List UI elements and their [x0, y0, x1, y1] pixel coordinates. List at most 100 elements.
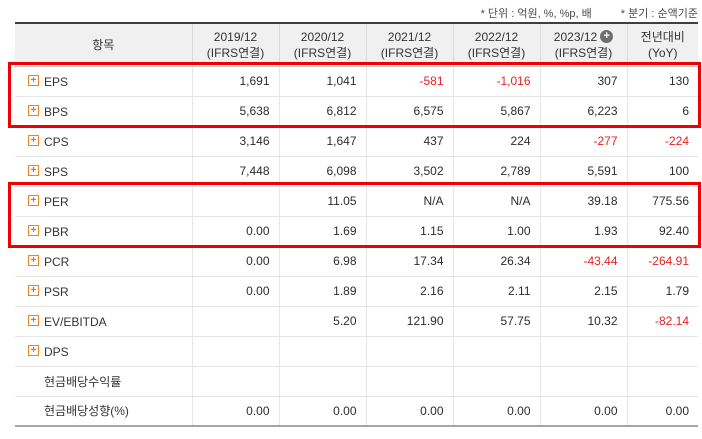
table-row: 현금배당수익률: [15, 366, 698, 397]
column-period-label: 2023/12: [553, 29, 598, 44]
expand-row-icon[interactable]: +: [28, 194, 39, 206]
value-cell: -581: [365, 66, 453, 97]
value-cell: 2.16: [365, 276, 453, 307]
period-basis-note: * 분기 : 순액기준: [620, 8, 698, 20]
table-row: + PER 11.05 N/A N/A 39.18 775.56: [15, 186, 698, 217]
row-label: 현금배당성향(%): [44, 404, 129, 419]
financial-ratio-table: 항목 2019/12 (IFRS연결) 2020/12 (IFRS연결) 2021/12…: [15, 22, 698, 427]
value-cell: 0.00: [278, 396, 366, 427]
column-basis-label: (IFRS연결): [206, 45, 265, 60]
value-cell: 130: [626, 66, 698, 97]
value-cell: [191, 186, 279, 217]
value-cell: [191, 336, 279, 367]
value-cell: 307: [539, 66, 627, 97]
value-cell: 1,647: [278, 126, 366, 157]
value-cell: -277: [539, 126, 627, 157]
value-cell: [365, 366, 453, 397]
value-cell: 6,223: [539, 96, 627, 127]
value-cell: 1.00: [452, 216, 540, 247]
value-cell: 0.00: [191, 246, 279, 277]
column-basis-label: (IFRS연결): [467, 45, 526, 60]
value-cell: 775.56: [626, 186, 698, 217]
row-label: DPS: [44, 344, 69, 359]
column-period-label: 2019/12: [213, 29, 258, 44]
value-cell: [626, 366, 698, 397]
value-cell: -82.14: [626, 306, 698, 337]
column-header-2023-12: 2023/12 + (IFRS연결): [539, 23, 627, 67]
column-period-label: 2022/12: [474, 29, 519, 44]
row-label: BPS: [44, 104, 69, 119]
row-label: PBR: [44, 224, 69, 239]
column-header-2022-12: 2022/12 (IFRS연결): [452, 23, 540, 67]
table-row: + CPS 3,146 1,647 437 224 -277 -224: [15, 126, 698, 157]
expand-row-icon[interactable]: +: [28, 224, 39, 236]
value-cell: 2,789: [452, 156, 540, 187]
value-cell: 5,591: [539, 156, 627, 187]
value-cell: 0.00: [539, 396, 627, 427]
row-label: SPS: [44, 164, 69, 179]
value-cell: 100: [626, 156, 698, 187]
expand-row-icon[interactable]: +: [28, 344, 39, 356]
expand-row-icon[interactable]: +: [28, 74, 39, 86]
column-period-label: 2020/12: [300, 29, 345, 44]
value-cell: 6: [626, 96, 698, 127]
column-header-2020-12: 2020/12 (IFRS연결): [278, 23, 366, 67]
value-cell: 0.00: [191, 276, 279, 307]
value-cell: [191, 306, 279, 337]
table-row: + PBR 0.00 1.69 1.15 1.00 1.93 92.40: [15, 216, 698, 247]
value-cell: 3,146: [191, 126, 279, 157]
column-header-2019-12: 2019/12 (IFRS연결): [191, 23, 279, 67]
value-cell: 1.79: [626, 276, 698, 307]
row-label-cell: + PSR: [15, 276, 192, 307]
value-cell: 6,098: [278, 156, 366, 187]
value-cell: 1.93: [539, 216, 627, 247]
value-cell: [539, 336, 627, 367]
table-row: + PCR 0.00 6.98 17.34 26.34 -43.44 -264.91: [15, 246, 698, 277]
value-cell: 11.05: [278, 186, 366, 217]
value-cell: 0.00: [365, 396, 453, 427]
value-cell: [365, 336, 453, 367]
column-header-2021-12: 2021/12 (IFRS연결): [365, 23, 453, 67]
table-header-row: 항목 2019/12 (IFRS연결) 2020/12 (IFRS연결) 2021/12…: [15, 23, 698, 67]
add-column-icon[interactable]: +: [600, 30, 614, 44]
expand-row-icon[interactable]: +: [28, 314, 39, 326]
expand-row-icon[interactable]: +: [28, 104, 39, 116]
value-cell: 3,502: [365, 156, 453, 187]
value-cell: 0.00: [626, 396, 698, 427]
value-cell: 0.00: [191, 396, 279, 427]
row-label: EPS: [44, 74, 69, 89]
unit-note: * 단위 : 억원, %, %p, 배: [480, 8, 592, 20]
value-cell: 17.34: [365, 246, 453, 277]
row-indent-spacer: [28, 381, 44, 382]
row-label-cell: + PBR: [15, 216, 192, 247]
value-cell: 0.00: [191, 216, 279, 247]
row-label-cell: 현금배당수익률: [15, 366, 192, 397]
table-notes: * 단위 : 억원, %, %p, 배 * 분기 : 순액기준: [481, 5, 698, 21]
value-cell: [452, 366, 540, 397]
row-label: 현금배당수익률: [44, 374, 122, 389]
value-cell: 437: [365, 126, 453, 157]
value-cell: 92.40: [626, 216, 698, 247]
value-cell: 2.11: [452, 276, 540, 307]
value-cell: -264.91: [626, 246, 698, 277]
value-cell: 6.98: [278, 246, 366, 277]
expand-row-icon[interactable]: +: [28, 254, 39, 266]
row-label-cell: + EV/EBITDA: [15, 306, 192, 337]
column-basis-label: (IFRS연결): [380, 45, 439, 60]
value-cell: [539, 366, 627, 397]
value-cell: 1.69: [278, 216, 366, 247]
column-basis-label: (IFRS연결): [293, 45, 352, 60]
value-cell: 5,867: [452, 96, 540, 127]
value-cell: [278, 336, 366, 367]
expand-row-icon[interactable]: +: [28, 284, 39, 296]
expand-row-icon[interactable]: +: [28, 164, 39, 176]
table-row: + PSR 0.00 1.89 2.16 2.11 2.15 1.79: [15, 276, 698, 307]
item-column-header: 항목: [15, 23, 192, 67]
expand-row-icon[interactable]: +: [28, 134, 39, 146]
value-cell: 121.90: [365, 306, 453, 337]
value-cell: 6,575: [365, 96, 453, 127]
row-label: EV/EBITDA: [44, 314, 107, 329]
value-cell: 6,812: [278, 96, 366, 127]
row-label-cell: + SPS: [15, 156, 192, 187]
value-cell: 2.15: [539, 276, 627, 307]
